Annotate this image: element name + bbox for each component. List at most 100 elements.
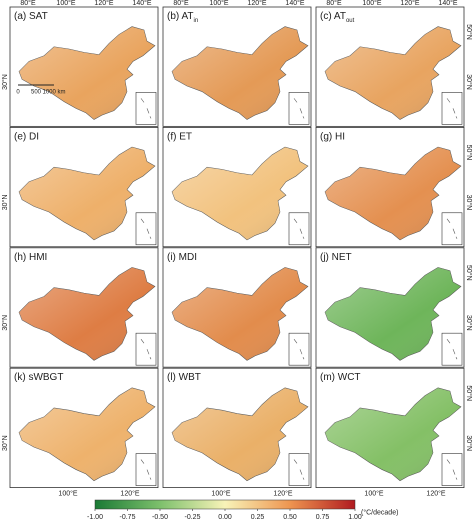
lon-label-bottom: 100°E <box>58 489 77 497</box>
panel-label-text: (c) AT <box>320 11 346 22</box>
colorbar-tick-label: -0.50 <box>152 514 168 521</box>
map-panel: (m) WCT <box>315 367 465 488</box>
panel-label: (a) SAT <box>14 11 48 22</box>
panel-label: (b) ATin <box>167 11 198 24</box>
lon-label-top: 120°E <box>247 0 266 7</box>
inset-islands <box>140 218 152 239</box>
lon-label-top: 140°E <box>132 0 151 7</box>
lat-label-left: 30°N <box>1 74 9 90</box>
map-shade <box>172 26 308 120</box>
map-body <box>18 387 156 482</box>
lat-label-right: 50°N <box>465 24 473 40</box>
lon-label-bottom: 120°E <box>120 489 139 497</box>
colorbar-unit: (°C/decade) <box>361 508 398 516</box>
inset-frame <box>441 92 463 125</box>
panel-label: (h) HMI <box>14 252 47 263</box>
lon-label-bottom: 100°E <box>211 489 230 497</box>
panel-label-text: (m) WCT <box>320 372 361 383</box>
map-panel: (a) SAT 0 500 1000 km <box>9 6 159 127</box>
inset-frame <box>288 453 310 486</box>
inset-frame <box>288 212 310 246</box>
lat-label-right: 30°N <box>465 435 473 451</box>
panel-label-text: (j) NET <box>320 252 352 263</box>
inset-frame <box>135 453 157 486</box>
map-shade <box>19 26 155 120</box>
colorbar-tick-label: 0.50 <box>283 514 297 521</box>
colorbar-tick-label: -0.25 <box>185 514 201 521</box>
inset-islands <box>446 459 458 480</box>
map-body <box>324 146 462 241</box>
map-panel: (l) WBT <box>162 367 312 488</box>
lat-label-left: 30°N <box>1 435 9 451</box>
map-shade <box>19 267 155 361</box>
lon-label-bottom: 100°E <box>364 489 383 497</box>
map-body <box>171 387 309 482</box>
lon-label-top: 120°E <box>94 0 113 7</box>
panel-label-text: (l) WBT <box>167 372 201 383</box>
colorbar-tick-label: -1.00 <box>87 514 103 521</box>
map-shade <box>172 147 308 240</box>
panel-label: (l) WBT <box>167 372 201 383</box>
panel-label: (c) ATout <box>320 11 355 24</box>
colorbar-tick-label: 0.00 <box>218 514 232 521</box>
inset-islands <box>140 459 152 480</box>
lon-label-top: 100°E <box>362 0 381 7</box>
map-panel: (c) ATout <box>315 6 465 127</box>
inset-frame <box>135 212 157 246</box>
inset-islands <box>446 339 458 360</box>
map-body <box>324 26 462 120</box>
inset-frame <box>441 332 463 366</box>
map-body <box>18 146 156 241</box>
lon-label-top: 80°E <box>173 0 189 7</box>
inset-islands <box>140 339 152 360</box>
inset-islands <box>140 98 152 119</box>
map-panel: (i) MDI <box>162 247 312 368</box>
map-shade <box>325 267 461 361</box>
panel-label-text: (a) SAT <box>14 11 48 22</box>
inset-islands <box>446 98 458 119</box>
map-panel: (k) sWBGT <box>9 367 159 488</box>
panel-label-text: (k) sWBGT <box>14 372 63 383</box>
colorbar-tick-label: -0.75 <box>120 514 136 521</box>
map-body <box>18 267 156 361</box>
lat-label-right: 30°N <box>465 195 473 211</box>
colorbar-tick-label: 1.00 <box>348 514 362 521</box>
inset-frame <box>441 212 463 246</box>
inset-islands <box>293 98 305 119</box>
map-shade <box>325 147 461 240</box>
map-panel: (e) DI <box>9 127 159 248</box>
map-shade <box>325 26 461 120</box>
lat-label-left: 30°N <box>1 195 9 211</box>
lon-label-top: 80°E <box>20 0 36 7</box>
inset-islands <box>293 459 305 480</box>
inset-frame <box>441 453 463 486</box>
map-panel: (f) ET <box>162 127 312 248</box>
lon-label-top: 100°E <box>56 0 75 7</box>
panel-label-text: (f) ET <box>167 131 192 142</box>
panel-label: (m) WCT <box>320 372 361 383</box>
map-body <box>324 267 462 361</box>
panel-label-text: (i) MDI <box>167 252 197 263</box>
map-shade <box>19 147 155 240</box>
panel-label: (g) HI <box>320 131 345 142</box>
colorbar-tick-label: 0.75 <box>316 514 330 521</box>
panel-label-text: (g) HI <box>320 131 345 142</box>
scale-label: 1000 km <box>42 90 65 96</box>
panel-label: (f) ET <box>167 131 192 142</box>
map-body <box>171 146 309 241</box>
map-shade <box>325 387 461 481</box>
inset-frame <box>288 92 310 125</box>
panel-label: (e) DI <box>14 131 39 142</box>
lon-label-top: 140°E <box>438 0 457 7</box>
map-panel: (j) NET <box>315 247 465 368</box>
panel-label-text: (e) DI <box>14 131 39 142</box>
lat-label-right: 50°N <box>465 265 473 281</box>
lon-label-top: 120°E <box>400 0 419 7</box>
lon-label-bottom: 120°E <box>273 489 292 497</box>
inset-islands <box>293 218 305 239</box>
lon-label-top: 140°E <box>285 0 304 7</box>
panel-label: (k) sWBGT <box>14 372 63 383</box>
map-shade <box>172 387 308 481</box>
inset-frame <box>135 92 157 125</box>
